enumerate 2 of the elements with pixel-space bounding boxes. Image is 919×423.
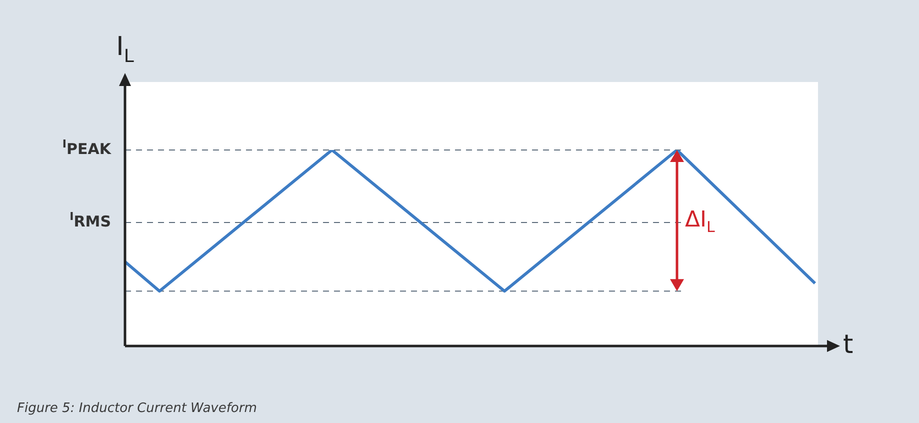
x-axis-title: t bbox=[843, 330, 854, 360]
caption: Figure 5: Inductor Current Waveform bbox=[17, 401, 257, 416]
